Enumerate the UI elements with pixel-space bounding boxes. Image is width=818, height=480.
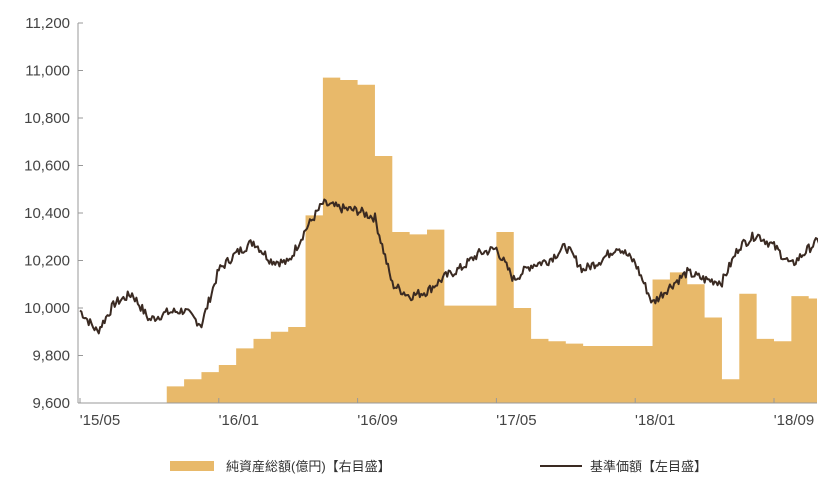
y-tick-label: 9,600 <box>32 395 70 412</box>
legend: 純資産総額(億円)【右目盛】 基準価額【左目盛】 <box>170 459 707 474</box>
legend-label-line: 基準価額【左目盛】 <box>590 459 707 474</box>
area-series-net-assets <box>80 77 818 403</box>
x-tick-label: '15/05 <box>80 412 120 429</box>
y-tick-label: 10,000 <box>24 300 70 317</box>
y-tick-layer: 9,600 9,800 10,000 10,200 10,400 10,600 10,800… <box>24 15 83 412</box>
y-tick-label: 9,800 <box>32 348 70 365</box>
x-tick-label: '17/05 <box>496 412 536 429</box>
x-tick-label: '16/01 <box>219 412 259 429</box>
x-tick-label: '18/09 <box>774 412 814 429</box>
line-layer <box>79 198 818 335</box>
y-tick-label: 10,600 <box>24 158 70 175</box>
x-tick-label: '18/01 <box>635 412 675 429</box>
x-tick-layer: '15/05 '16/01 '16/09 '17/05 '18/01 '18/09 <box>79 398 814 429</box>
y-tick-label: 11,000 <box>25 63 70 80</box>
area-layer <box>80 77 818 403</box>
y-tick-label: 10,200 <box>24 253 70 270</box>
y-tick-label: 10,800 <box>24 110 70 127</box>
legend-swatch-area <box>170 461 214 471</box>
x-tick-label: '16/09 <box>357 412 397 429</box>
legend-label-area: 純資産総額(億円)【右目盛】 <box>226 459 391 474</box>
y-tick-label: 10,400 <box>24 205 70 222</box>
y-tick-label: 11,200 <box>25 15 70 32</box>
line-series-nav <box>79 198 818 335</box>
